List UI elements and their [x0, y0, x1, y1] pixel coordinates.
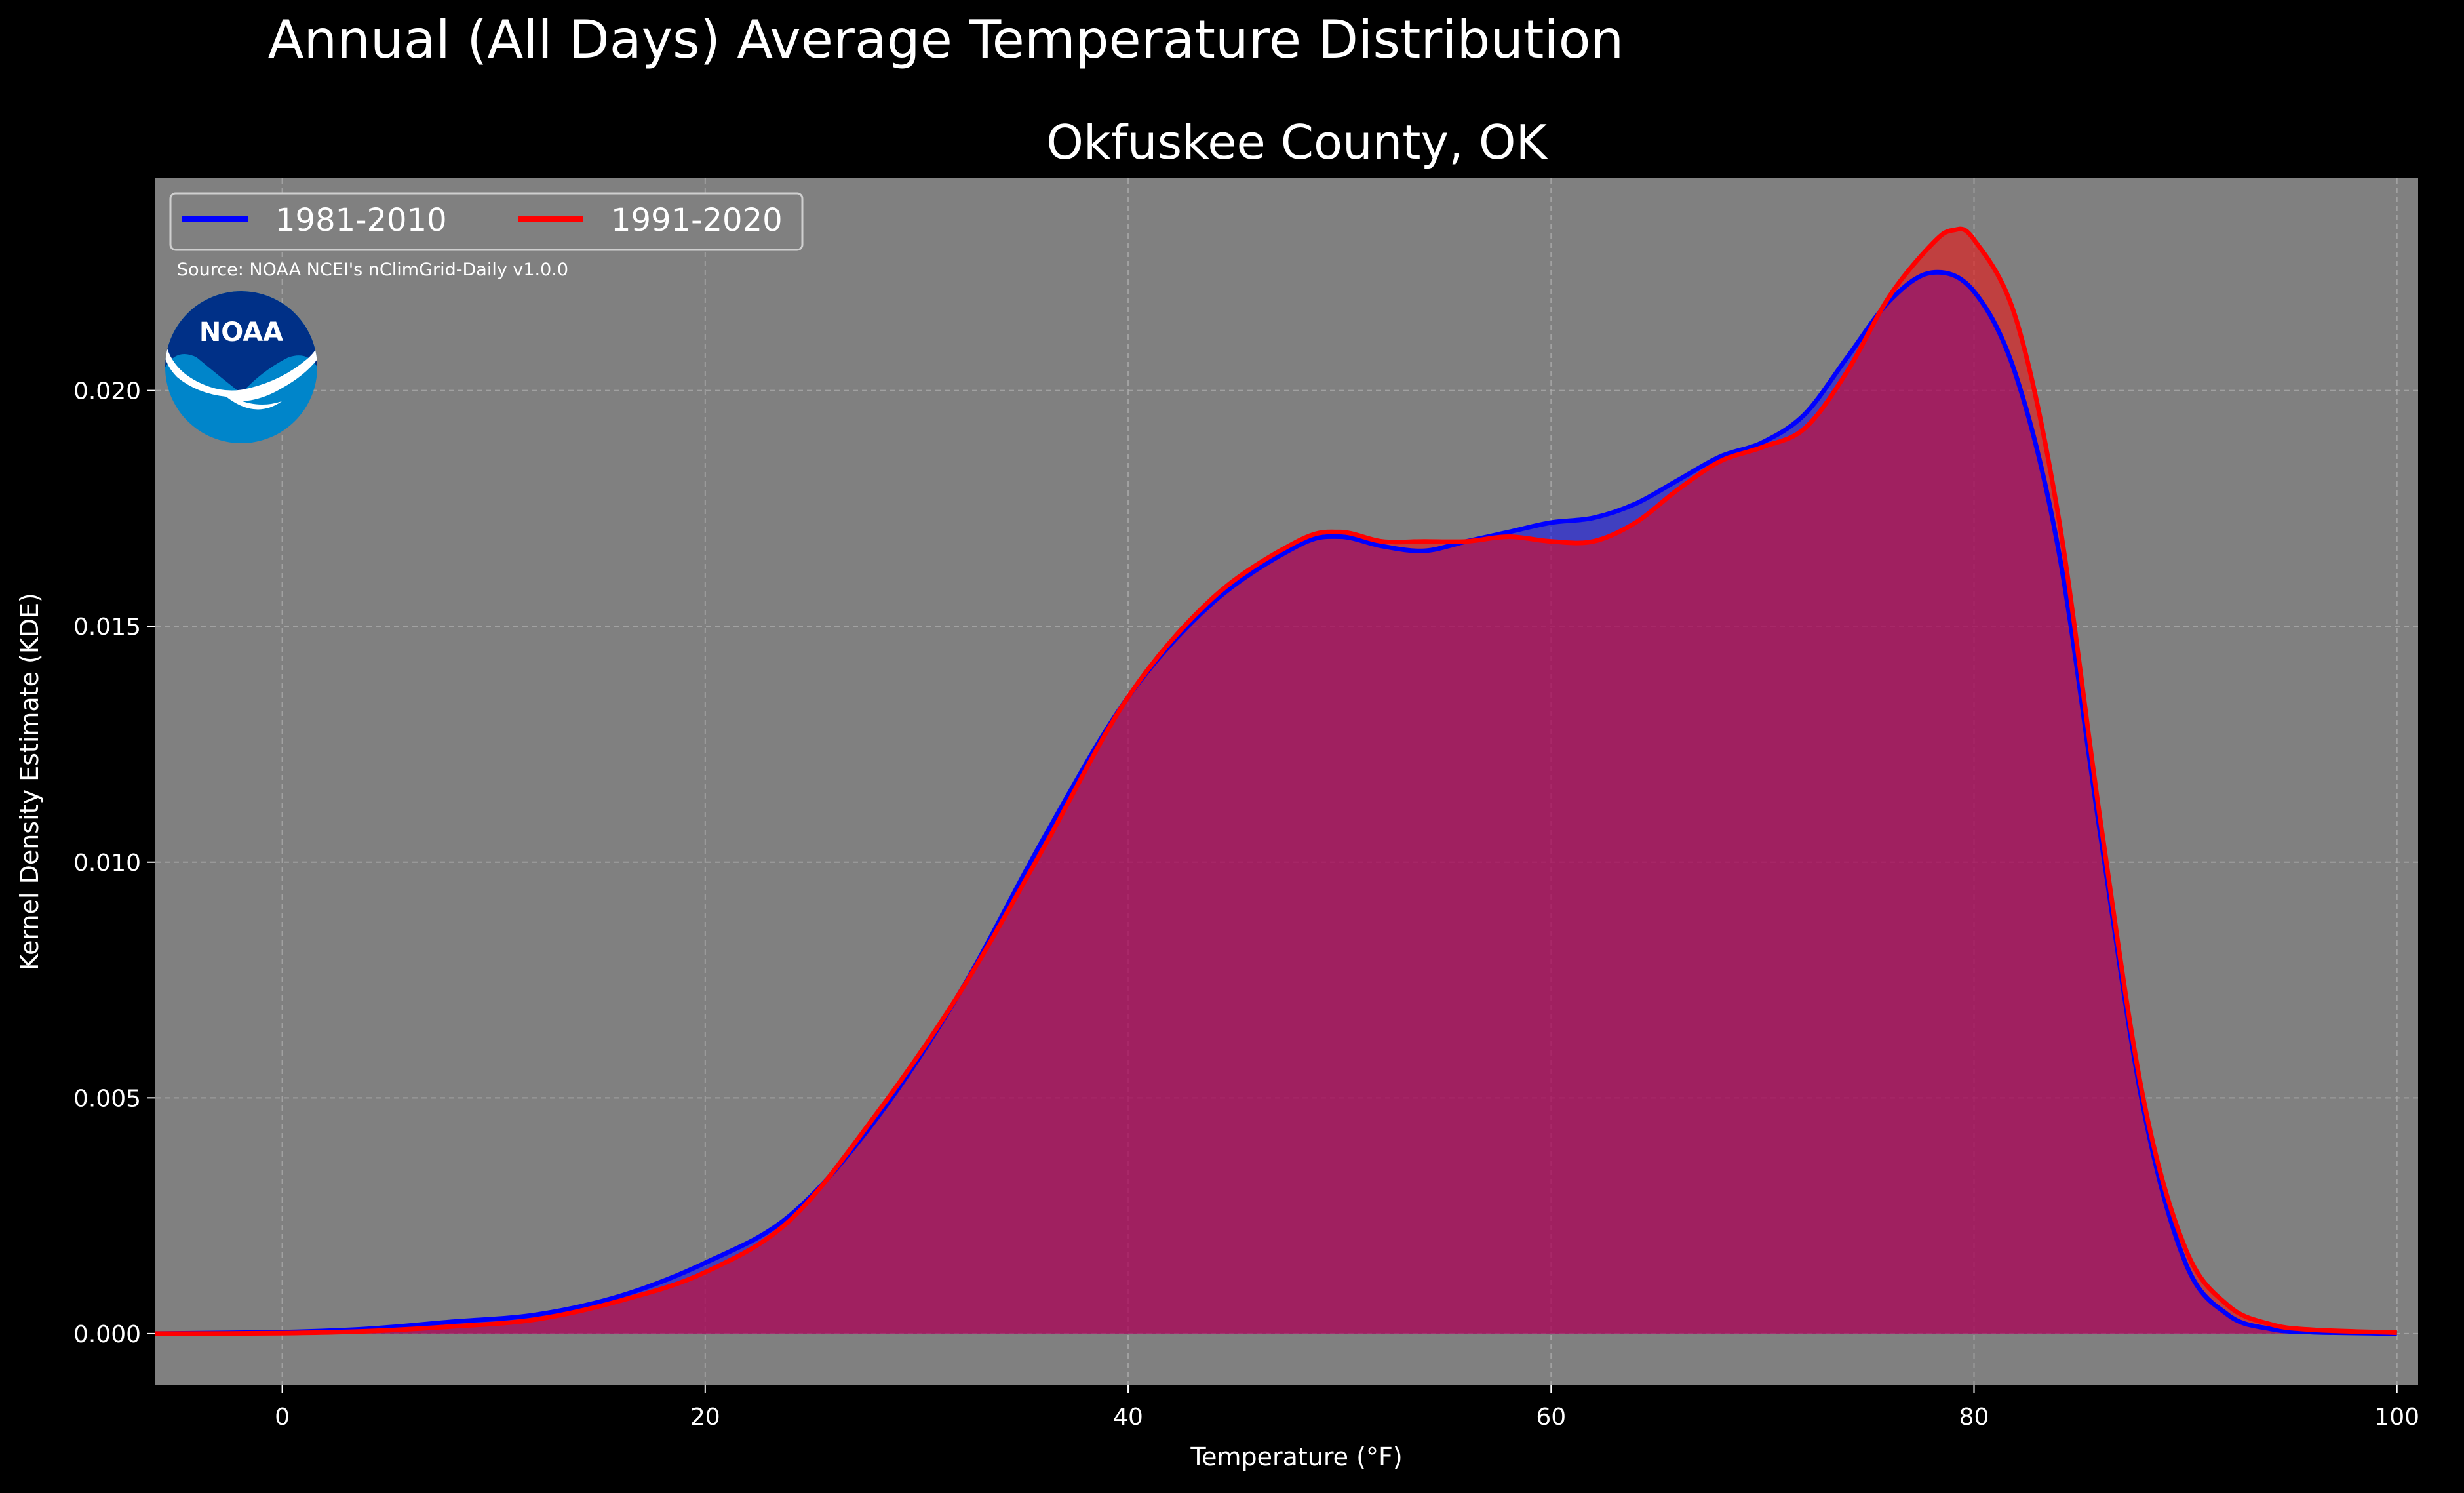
y-tick-label-0.010: 0.010 — [73, 850, 141, 877]
density-fills — [155, 229, 2397, 1334]
x-tick-label-60: 60 — [1536, 1404, 1566, 1431]
x-tick-label-40: 40 — [1113, 1404, 1143, 1431]
density-lines — [155, 226, 2397, 1336]
x-tick-label-20: 20 — [690, 1404, 720, 1431]
area-1991-2020 — [155, 229, 2397, 1334]
legend: 1981-2010 1991-2020 — [169, 192, 804, 251]
y-tick-label-0.020: 0.020 — [73, 378, 141, 405]
y-tick-label-0.005: 0.005 — [73, 1085, 141, 1112]
legend-label-1981-2010: 1981-2010 — [275, 202, 447, 239]
x-tick-label-100: 100 — [2374, 1404, 2419, 1431]
legend-frame — [169, 192, 804, 251]
axes: 0 20 40 60 80 100 0.000 0.005 0.010 0.015 0.020 — [73, 378, 2419, 1431]
x-tick-label-80: 80 — [1959, 1404, 1989, 1431]
x-tick-label-0: 0 — [275, 1404, 290, 1431]
y-axis-label: Kernel Density Estimate (KDE) — [15, 593, 44, 970]
noaa-logo: NOAA — [165, 291, 317, 443]
line-1991-2020 — [155, 226, 2397, 1336]
y-tick-label-0.000: 0.000 — [73, 1321, 141, 1348]
chart-title: Okfuskee County, OK — [1046, 115, 1548, 170]
y-tick-label-0.015: 0.015 — [73, 614, 141, 641]
noaa-logo-text: NOAA — [199, 317, 283, 348]
source-note: Source: NOAA NCEI's nClimGrid-Daily v1.0… — [177, 260, 568, 280]
x-axis-label: Temperature (°F) — [1190, 1443, 1402, 1471]
legend-label-1991-2020: 1991-2020 — [611, 202, 783, 239]
figure-suptitle: Annual (All Days) Average Temperature Di… — [268, 9, 1624, 70]
